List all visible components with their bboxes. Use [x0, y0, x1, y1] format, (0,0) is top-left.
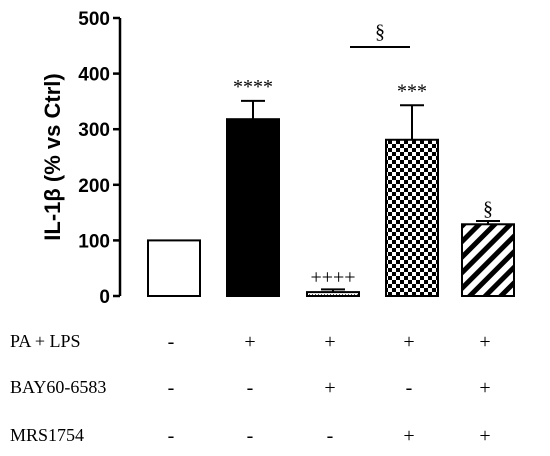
bar-annotations: **** ++++ *** § — [233, 76, 493, 288]
y-tick-label: 400 — [78, 65, 110, 86]
significance-label: **** — [233, 76, 273, 98]
condition-sign: - — [247, 425, 254, 447]
comparison-symbol: § — [375, 21, 385, 43]
significance-label: *** — [397, 80, 427, 102]
bar — [226, 118, 280, 297]
y-tick-label: 500 — [78, 9, 110, 30]
condition-sign: + — [479, 331, 490, 353]
condition-label: MRS1754 — [10, 425, 84, 445]
condition-sign: + — [403, 425, 414, 447]
comparison-bracket: § — [350, 21, 410, 48]
condition-label: PA + LPS — [10, 331, 81, 351]
condition-sign: + — [244, 331, 255, 353]
condition-sign: - — [168, 331, 175, 353]
bar — [461, 223, 515, 297]
y-tick-label: 100 — [78, 231, 110, 252]
condition-sign: - — [406, 377, 413, 399]
condition-sign: - — [327, 425, 334, 447]
y-tick-label: 0 — [99, 287, 110, 308]
bar — [147, 239, 201, 297]
y-tick-label: 200 — [78, 176, 110, 197]
y-tick-label: 300 — [78, 120, 110, 141]
condition-label: BAY60-6583 — [10, 377, 106, 397]
significance-label: ++++ — [310, 266, 355, 288]
condition-table: PA + LPS - + + + + BAY60-6583 - - + - + MRS1754 - - - + + — [10, 331, 491, 447]
condition-sign: + — [479, 425, 490, 447]
bar — [385, 138, 439, 297]
condition-sign: - — [247, 377, 254, 399]
condition-sign: + — [479, 377, 490, 399]
significance-label: § — [483, 198, 493, 220]
condition-sign: - — [168, 425, 175, 447]
y-axis: 0 100 200 300 400 500 — [78, 9, 122, 308]
bars — [147, 99, 515, 298]
condition-sign: + — [324, 377, 335, 399]
condition-sign: - — [168, 377, 175, 399]
condition-sign: + — [403, 331, 414, 353]
condition-sign: + — [324, 331, 335, 353]
bar — [306, 291, 360, 298]
y-axis-label: IL-1β (% vs Ctrl) — [40, 73, 65, 240]
